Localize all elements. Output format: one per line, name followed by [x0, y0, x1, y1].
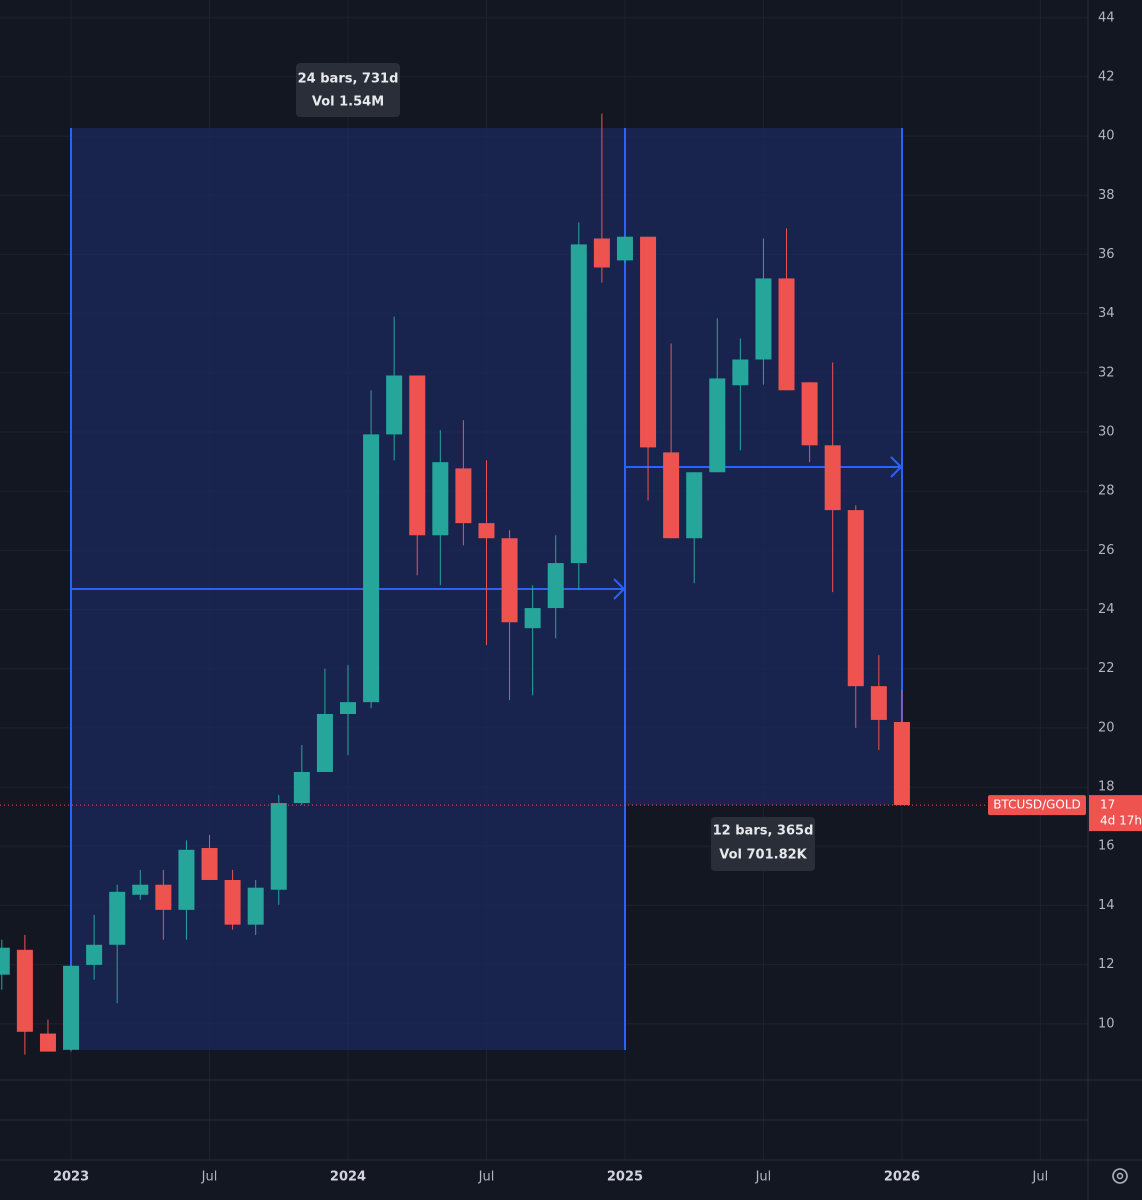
price-label-box [1089, 795, 1142, 832]
x-tick-label: Jul [755, 1170, 772, 1185]
tooltip-text: 12 bars, 365d [713, 824, 814, 839]
y-tick-label: 16 [1098, 839, 1115, 854]
overlay: 24 bars, 731d Vol 1.54M 12 bars, 365d Vo… [0, 63, 1142, 871]
settings-icon[interactable] [1112, 1168, 1128, 1184]
candle-body [432, 462, 449, 536]
candle-body [155, 884, 172, 910]
candles [0, 113, 910, 1055]
y-tick-label: 14 [1098, 898, 1115, 913]
y-tick-label: 44 [1098, 10, 1115, 25]
y-tick-label: 34 [1098, 306, 1115, 321]
y-tick-label: 26 [1098, 543, 1115, 558]
last-price: 17 [1100, 798, 1115, 812]
candle-body [386, 375, 403, 435]
candle-body [39, 1033, 56, 1052]
candle-body [640, 236, 657, 448]
candle-body [247, 887, 264, 925]
y-tick-label: 36 [1098, 247, 1115, 262]
candle-body [686, 472, 703, 539]
y-tick-label: 30 [1098, 425, 1115, 440]
candle-body [86, 944, 103, 965]
tooltip-box [711, 817, 815, 871]
candle-body [340, 702, 356, 714]
candle-body [363, 434, 380, 703]
candle-body [801, 382, 818, 446]
y-tick-label: 10 [1098, 1016, 1115, 1031]
candle-body [293, 771, 310, 804]
candle-body [224, 879, 241, 925]
candle-body [455, 468, 472, 524]
candle-body [616, 236, 633, 261]
tooltip-box [296, 63, 400, 117]
candle-body [778, 278, 795, 391]
x-tick-label: 2026 [884, 1170, 920, 1185]
y-tick-label: 20 [1098, 720, 1115, 735]
axes: 10 12 14 16 18 20 22 24 26 28 30 32 34 36 38 40 42 44 2023… [53, 10, 1115, 1184]
y-tick-label: 12 [1098, 957, 1115, 972]
x-tick-label: 2023 [53, 1170, 89, 1185]
candle-body [893, 721, 910, 806]
x-tick-label: Jul [201, 1170, 218, 1185]
candle-body [847, 510, 864, 687]
candle-body [409, 375, 426, 536]
candle-body [570, 244, 587, 564]
candle-body [201, 848, 218, 880]
y-tick-label: 40 [1098, 129, 1115, 144]
symbol-label-box [988, 795, 1086, 816]
candle-body [63, 965, 80, 1050]
candle-body [524, 608, 541, 629]
candle-body [732, 359, 749, 386]
x-tick-label: 2025 [607, 1170, 643, 1185]
symbol-label: BTCUSD/GOLD [993, 798, 1081, 812]
candle-body [593, 238, 610, 268]
y-tick-label: 38 [1098, 188, 1115, 203]
x-tick-label: 2024 [330, 1170, 366, 1185]
candle-body [478, 523, 495, 539]
tooltip-text: Vol 1.54M [312, 95, 384, 110]
y-tick-label: 42 [1098, 69, 1115, 84]
settings-icon[interactable] [1116, 1172, 1124, 1180]
candle-body [132, 884, 149, 895]
candle-body [0, 947, 10, 975]
tooltip-text: Vol 701.82K [719, 848, 807, 863]
y-tick-label: 28 [1098, 484, 1115, 499]
y-tick-label: 32 [1098, 365, 1115, 380]
candle-body [270, 803, 287, 890]
tooltip-text: 24 bars, 731d [298, 72, 399, 87]
candle-body [824, 445, 841, 511]
candle-body [709, 378, 726, 473]
y-tick-label: 22 [1098, 661, 1115, 676]
candle-body [755, 278, 772, 360]
candle-body [16, 949, 33, 1032]
range-arrowhead [613, 578, 626, 600]
candle-body [316, 713, 333, 772]
x-tick-label: Jul [1032, 1170, 1049, 1185]
countdown: 4d 17h [1100, 814, 1142, 828]
candle-body [501, 538, 518, 623]
y-tick-label: 24 [1098, 602, 1115, 617]
candle-body [109, 891, 126, 945]
candle-body [547, 563, 564, 609]
candle-body [178, 849, 195, 910]
candle-body [870, 686, 887, 720]
range-arrowhead [890, 456, 903, 478]
y-tick-label: 18 [1098, 780, 1115, 795]
x-tick-label: Jul [478, 1170, 495, 1185]
candle-body [663, 452, 680, 539]
